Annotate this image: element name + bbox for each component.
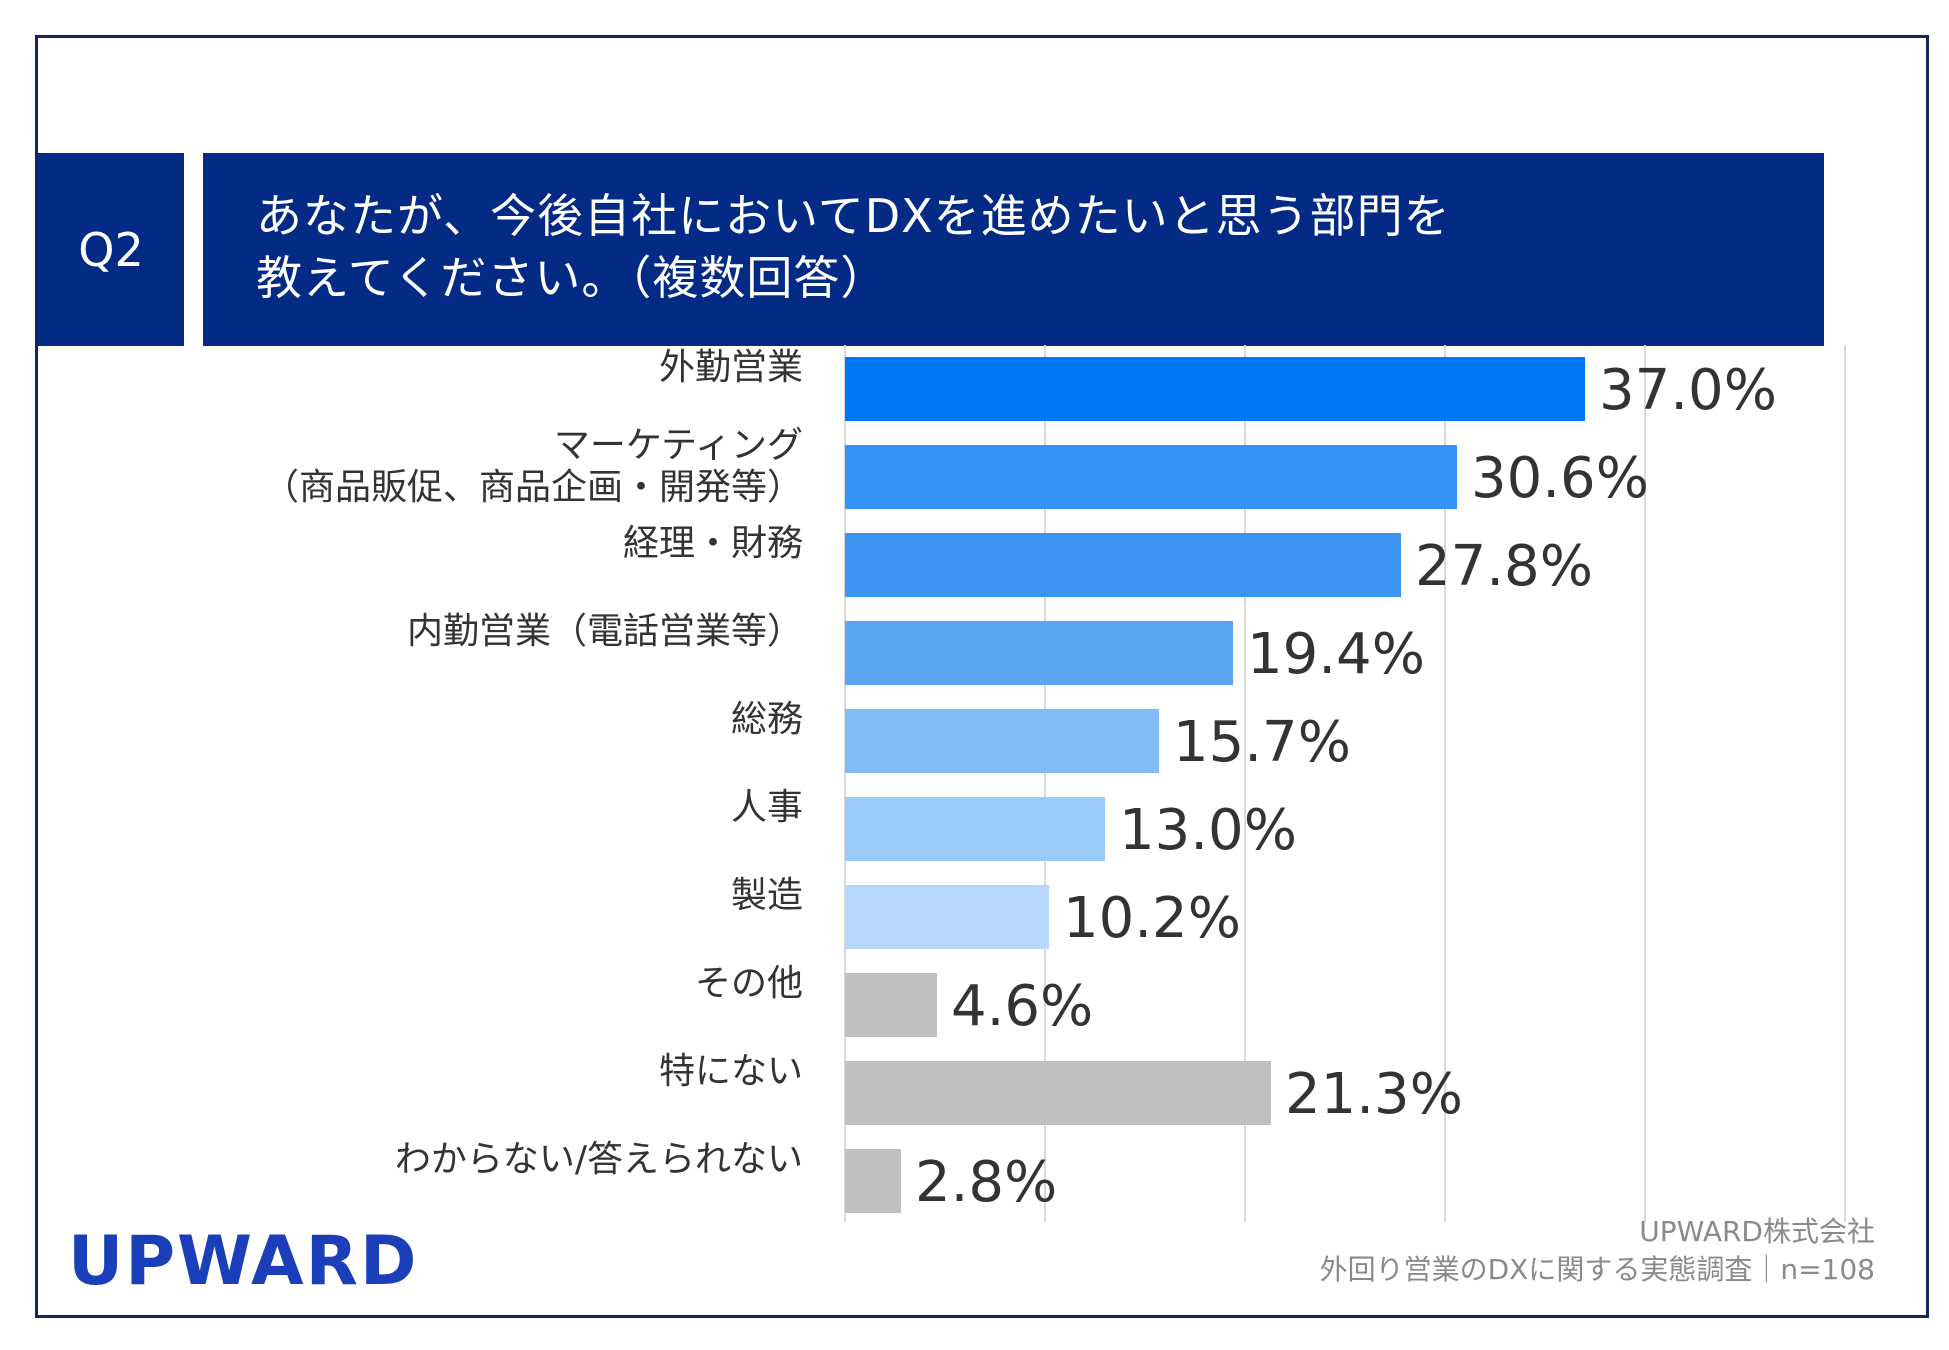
category-label: 内勤営業（電話営業等） — [407, 611, 803, 652]
value-labels: 37.0% 30.6% 27.8% 19.4% 15.7% 13.0% 10.2% 4.6% 2… — [915, 358, 1777, 1215]
value-label: 4.6% — [951, 974, 1093, 1039]
value-label: 21.3% — [1285, 1062, 1463, 1127]
bar — [845, 973, 937, 1037]
bars — [845, 357, 1585, 1213]
bar — [845, 533, 1401, 597]
question-text-line1: あなたが、今後自社においてDXを進めたいと思う部門を — [256, 189, 1451, 243]
source-note: UPWARD株式会社 外回り営業のDXに関する実態調査｜n=108 — [1320, 1213, 1875, 1289]
bar — [845, 445, 1457, 509]
value-label: 37.0% — [1599, 358, 1777, 423]
value-label: 19.4% — [1247, 622, 1425, 687]
category-label: 総務 — [731, 699, 803, 740]
question-box: あなたが、今後自社においてDXを進めたいと思う部門を 教えてください。（複数回答… — [203, 153, 1824, 346]
bar — [845, 1149, 901, 1213]
category-label: その他 — [695, 963, 803, 1004]
category-label: マーケティング（商品販促、商品企画・開発等） — [263, 425, 803, 508]
category-label: 特にない — [659, 1051, 803, 1092]
company-name: UPWARD株式会社 — [1639, 1215, 1875, 1248]
bar — [845, 885, 1049, 949]
bar — [845, 1061, 1271, 1125]
question-text-line2: 教えてください。（複数回答） — [256, 251, 888, 305]
value-label: 30.6% — [1471, 446, 1649, 511]
value-label: 2.8% — [915, 1150, 1057, 1215]
category-label: 人事 — [731, 787, 803, 828]
bar — [845, 621, 1233, 685]
value-label: 13.0% — [1119, 798, 1297, 863]
category-label: わからない/答えられない — [395, 1139, 803, 1180]
value-label: 10.2% — [1063, 886, 1241, 951]
category-label: 外勤営業 — [659, 347, 803, 388]
value-label: 15.7% — [1173, 710, 1351, 775]
bar — [845, 357, 1585, 421]
upward-logo: UPWARD — [68, 1222, 419, 1301]
bar — [845, 797, 1105, 861]
bar — [845, 709, 1159, 773]
question-number: Q2 — [78, 222, 144, 277]
value-label: 27.8% — [1415, 534, 1593, 599]
survey-note: 外回り営業のDXに関する実態調査｜n=108 — [1319, 1253, 1875, 1286]
category-label: 経理・財務 — [623, 523, 803, 564]
question-number-badge: Q2 — [38, 153, 184, 346]
category-label: 製造 — [731, 875, 803, 916]
